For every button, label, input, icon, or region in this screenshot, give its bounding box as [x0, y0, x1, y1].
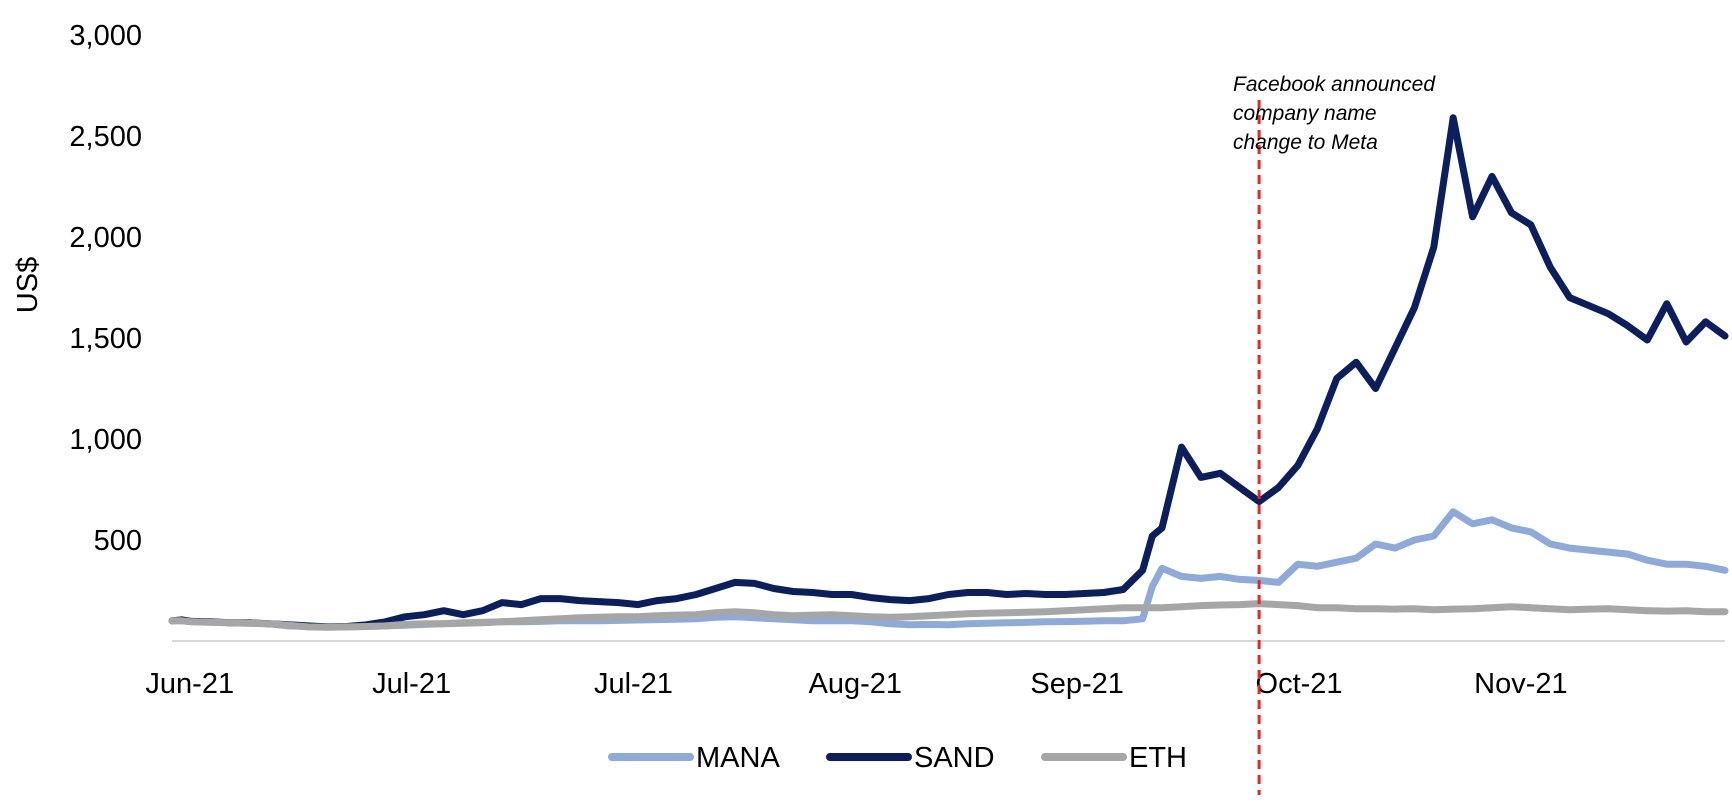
x-tick-label: Jul-21: [594, 668, 673, 700]
y-axis-ticks: 3,000 2,500 2,000 1,500 1,000 500: [69, 20, 142, 557]
y-tick-label: 500: [94, 525, 142, 557]
y-tick-label: 1,500: [69, 323, 142, 355]
legend-label: MANA: [696, 742, 780, 774]
x-tick-label: Oct-21: [1256, 668, 1343, 700]
y-tick-label: 2,500: [69, 121, 142, 153]
legend-label: ETH: [1129, 742, 1187, 774]
annotation-line-2: company name: [1233, 102, 1377, 125]
legend: MANA SAND ETH: [608, 742, 1187, 774]
y-tick-label: 3,000: [69, 20, 142, 52]
legend-label: SAND: [914, 742, 995, 774]
series-line-sand: [168, 114, 1729, 631]
series-lines: [168, 114, 1729, 631]
y-tick-label: 2,000: [69, 222, 142, 254]
y-tick-label: 1,000: [69, 424, 142, 456]
x-tick-label: Nov-21: [1474, 668, 1568, 700]
x-tick-label: Jul-21: [372, 668, 451, 700]
legend-item-sand: SAND: [826, 742, 995, 774]
annotation-line-3: change to Meta: [1233, 131, 1378, 154]
annotation-line-1: Facebook announced: [1233, 73, 1436, 96]
series-line-eth: [168, 600, 1729, 631]
x-tick-label: Sep-21: [1030, 668, 1124, 700]
x-axis-ticks: Jun-21 Jul-21 Jul-21 Aug-21 Sep-21 Oct-21 Nov-…: [145, 668, 1567, 700]
legend-item-mana: MANA: [608, 742, 780, 774]
legend-item-eth: ETH: [1041, 742, 1187, 774]
x-tick-label: Jun-21: [145, 668, 234, 700]
x-tick-label: Aug-21: [809, 668, 903, 700]
annotation-text: Facebook announced company name change t…: [1233, 73, 1436, 154]
y-axis-label: US$: [12, 257, 44, 313]
